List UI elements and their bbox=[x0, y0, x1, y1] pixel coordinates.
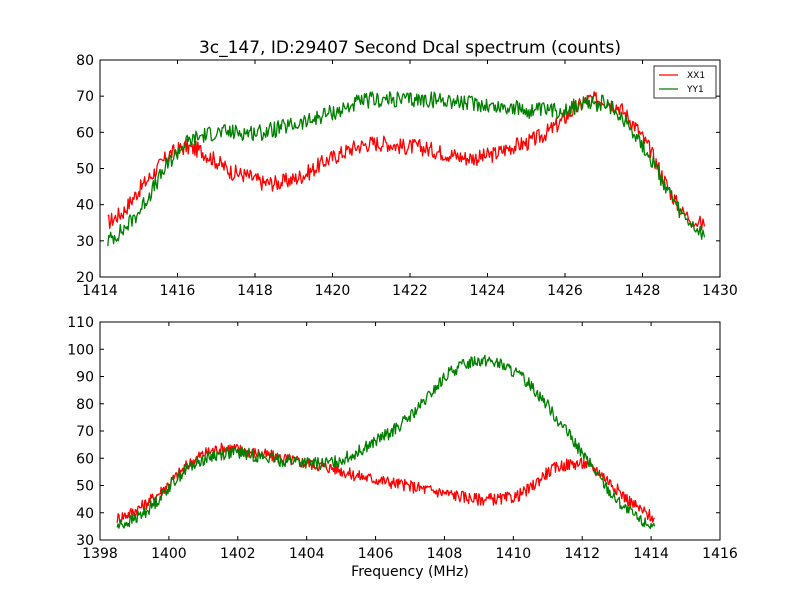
x-tick-label: 1422 bbox=[392, 283, 428, 299]
x-tick-label: 1414 bbox=[82, 283, 118, 299]
y-tick-label: 60 bbox=[76, 451, 94, 467]
y-tick-label: 80 bbox=[76, 53, 94, 69]
x-tick-label: 1406 bbox=[358, 546, 394, 562]
x-tick-label: 1418 bbox=[237, 283, 273, 299]
y-tick-label: 50 bbox=[76, 479, 94, 495]
x-tick-label: 1424 bbox=[470, 283, 506, 299]
y-tick-label: 110 bbox=[67, 315, 94, 331]
x-axis-label: Frequency (MHz) bbox=[351, 564, 469, 580]
series-line-yy1 bbox=[116, 354, 656, 530]
x-tick-label: 1416 bbox=[702, 546, 738, 562]
series-line-yy1 bbox=[107, 91, 706, 247]
bottom-panel: 1398 1400 1402 1404 1406 1408 1410 1412 1414 1416… bbox=[67, 315, 738, 580]
bottom-plot-area: 1398 1400 1402 1404 1406 1408 1410 1412 1414 1416… bbox=[67, 315, 738, 562]
y-tick-label: 100 bbox=[67, 342, 94, 358]
x-tick-label: 1414 bbox=[633, 546, 669, 562]
y-tick-label: 60 bbox=[76, 125, 94, 141]
y-tick-label: 80 bbox=[76, 397, 94, 413]
y-tick-label: 30 bbox=[76, 533, 94, 549]
legend-label-yy1: YY1 bbox=[686, 85, 704, 95]
top-panel: 3c_147, ID:29407 Second Dcal spectrum (c… bbox=[76, 38, 738, 299]
x-tick-label: 1402 bbox=[220, 546, 256, 562]
y-tick-label: 70 bbox=[76, 424, 94, 440]
legend-box bbox=[653, 65, 717, 99]
y-tick-label: 40 bbox=[76, 506, 94, 522]
y-tick-label: 20 bbox=[76, 270, 94, 286]
x-tick-label: 1408 bbox=[427, 546, 463, 562]
y-tick-label: 40 bbox=[76, 198, 94, 214]
x-tick-label: 1426 bbox=[547, 283, 583, 299]
y-tick-label: 50 bbox=[76, 162, 94, 178]
x-tick-label: 1416 bbox=[160, 283, 196, 299]
series-line-xx1 bbox=[116, 442, 655, 524]
x-tick-label: 1420 bbox=[315, 283, 351, 299]
legend-label-xx1: XX1 bbox=[687, 71, 705, 81]
x-tick-label: 1410 bbox=[496, 546, 532, 562]
series-line-xx1 bbox=[107, 91, 706, 231]
x-tick-label: 1428 bbox=[625, 283, 661, 299]
top-plot-area: 1414 1416 1418 1420 1422 1424 1426 1428 1430 20 30… bbox=[76, 53, 738, 299]
x-tick-label: 1400 bbox=[151, 546, 187, 562]
y-tick-label: 30 bbox=[76, 234, 94, 250]
chart-title: 3c_147, ID:29407 Second Dcal spectrum (c… bbox=[199, 38, 621, 58]
y-tick-label: 70 bbox=[76, 89, 94, 105]
y-tick-label: 90 bbox=[76, 370, 94, 386]
x-tick-label: 1404 bbox=[289, 546, 325, 562]
x-tick-label: 1430 bbox=[702, 283, 738, 299]
x-tick-label: 1398 bbox=[82, 546, 118, 562]
x-tick-label: 1412 bbox=[564, 546, 600, 562]
